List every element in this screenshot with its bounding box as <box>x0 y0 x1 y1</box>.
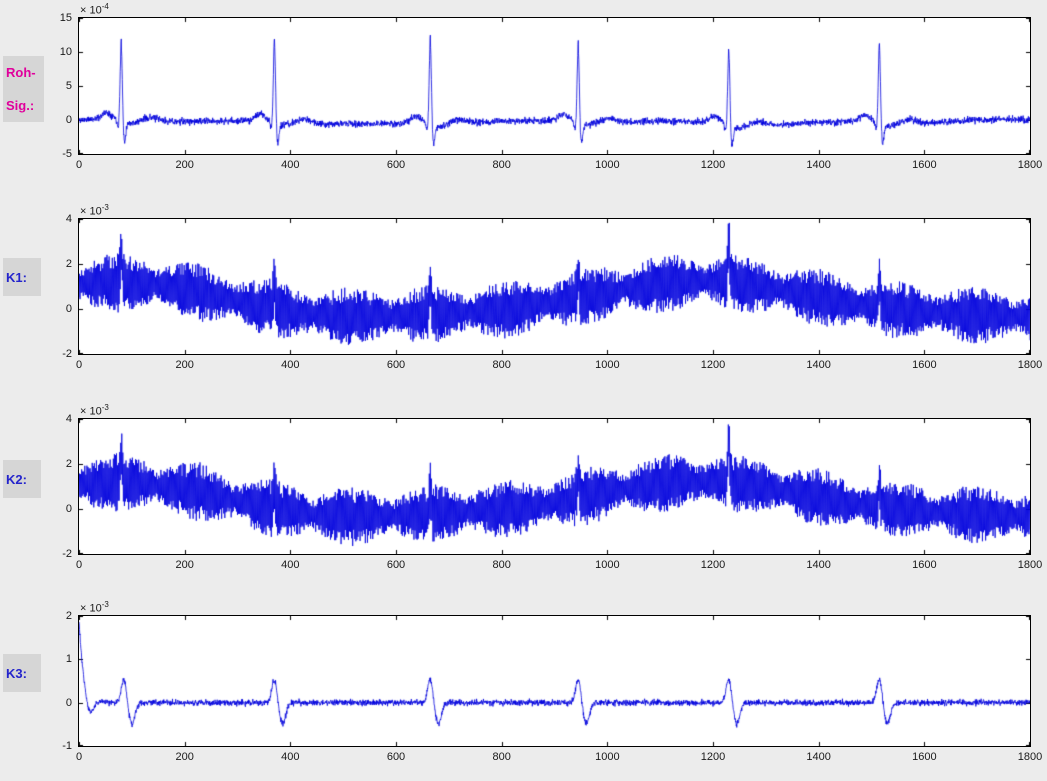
plot-canvas-k1 <box>79 219 1030 354</box>
x-tick-label: 0 <box>75 559 83 571</box>
x-tick-label: 1200 <box>700 559 726 571</box>
y-tick-label: -1 <box>62 740 72 752</box>
x-tick-label: 200 <box>175 159 194 171</box>
x-tick-label: 1600 <box>912 159 937 171</box>
label-roh-line2: Sig.: <box>6 98 35 113</box>
x-tick-label: 600 <box>386 751 406 763</box>
x-tick-label: 800 <box>492 359 511 371</box>
x-tick-label: 0 <box>75 751 83 763</box>
y-tick-label: -2 <box>62 348 72 360</box>
x-tick-label: 1400 <box>806 751 831 763</box>
x-tick-label: 0 <box>75 159 83 171</box>
y-tick-label: 10 <box>59 46 72 58</box>
x-tick-label: 1000 <box>595 559 620 571</box>
label-k2: K2: <box>3 460 41 498</box>
x-tick-label: 1600 <box>912 359 937 371</box>
y-exponent-label: × 10-4 <box>80 2 109 17</box>
x-tick-label: 200 <box>175 751 194 763</box>
x-tick-label: 800 <box>492 159 511 171</box>
y-tick-label: -5 <box>62 148 72 160</box>
x-tick-label: 1800 <box>1017 751 1043 763</box>
plot-roh-signal <box>78 17 1031 155</box>
y-tick-label: 5 <box>65 80 72 92</box>
y-tick-label: 0 <box>65 114 72 126</box>
x-tick-label: 600 <box>386 159 406 171</box>
y-tick-label: -2 <box>62 548 72 560</box>
x-tick-label: 1400 <box>806 159 831 171</box>
x-tick-label: 1000 <box>595 159 620 171</box>
x-tick-label: 1600 <box>912 559 937 571</box>
label-k3: K3: <box>3 654 41 692</box>
label-k1-text: K1: <box>6 269 27 285</box>
x-tick-label: 400 <box>281 751 300 763</box>
x-tick-label: 1600 <box>912 751 937 763</box>
x-tick-label: 1000 <box>595 359 620 371</box>
plot-canvas-k2 <box>79 419 1030 554</box>
y-tick-label: 2 <box>65 610 72 622</box>
label-k1: K1: <box>3 258 41 296</box>
label-k3-text: K3: <box>6 665 27 681</box>
plot-canvas-k3 <box>79 616 1030 746</box>
x-tick-label: 0 <box>75 359 83 371</box>
x-tick-label: 200 <box>175 359 194 371</box>
x-tick-label: 1800 <box>1017 359 1043 371</box>
x-tick-label: 1200 <box>700 359 726 371</box>
y-tick-label: 1 <box>65 653 72 666</box>
x-tick-label: 800 <box>492 559 511 571</box>
x-tick-label: 1000 <box>595 751 620 763</box>
y-exponent-label: × 10-3 <box>80 203 109 218</box>
y-tick-label: 0 <box>65 696 72 709</box>
x-tick-label: 1200 <box>700 751 726 763</box>
plot-k2 <box>78 418 1031 555</box>
y-exponent-label: × 10-3 <box>80 403 109 418</box>
x-tick-label: 1800 <box>1017 159 1043 171</box>
y-tick-label: 4 <box>65 213 72 225</box>
label-roh-line1: Roh- <box>6 65 36 80</box>
y-tick-label: 0 <box>65 503 72 515</box>
x-tick-label: 600 <box>386 359 406 371</box>
x-tick-label: 800 <box>492 751 511 763</box>
y-tick-label: 2 <box>65 458 72 470</box>
y-tick-label: 4 <box>65 413 72 425</box>
x-tick-label: 600 <box>386 559 406 571</box>
x-tick-label: 1200 <box>700 159 726 171</box>
label-roh-sig: Roh- Sig.: <box>3 56 44 122</box>
y-tick-label: 2 <box>65 258 72 270</box>
y-tick-label: 15 <box>59 12 72 24</box>
y-exponent-label: × 10-3 <box>80 600 109 615</box>
x-tick-label: 400 <box>281 359 300 371</box>
y-tick-label: 0 <box>65 303 72 315</box>
plot-canvas-roh-signal <box>79 18 1030 154</box>
x-tick-label: 400 <box>281 559 300 571</box>
plot-k3 <box>78 615 1031 747</box>
plot-k1 <box>78 218 1031 355</box>
x-tick-label: 200 <box>175 559 194 571</box>
x-tick-label: 1400 <box>806 359 831 371</box>
x-tick-label: 1400 <box>806 559 831 571</box>
x-tick-label: 1800 <box>1017 559 1043 571</box>
label-k2-text: K2: <box>6 471 27 487</box>
x-tick-label: 400 <box>281 159 300 171</box>
